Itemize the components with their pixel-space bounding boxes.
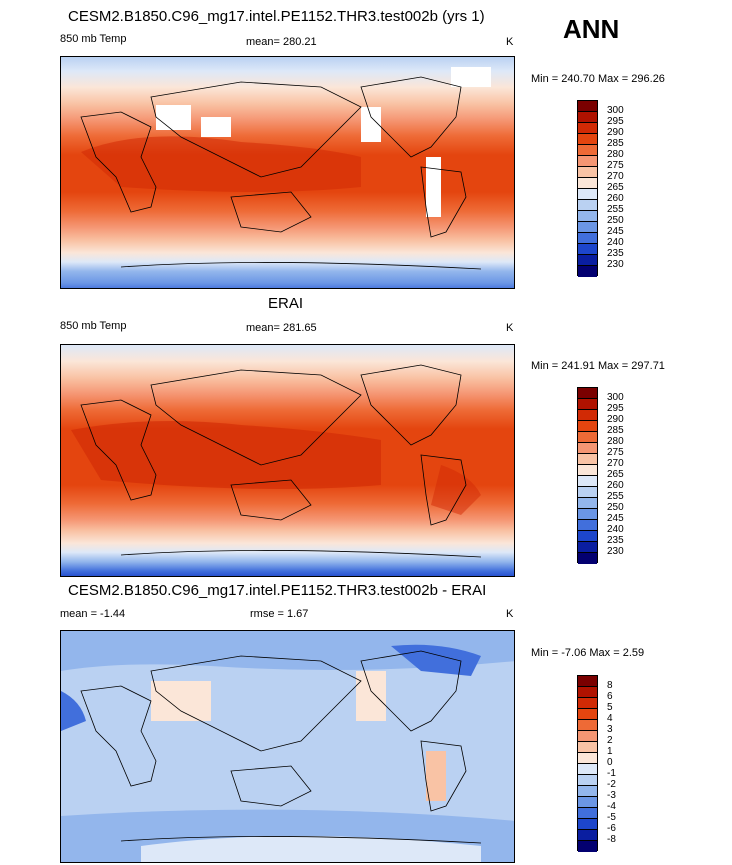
panel2-mean-label: mean= 281.65 [246, 322, 317, 334]
panel1-colorbar-tick: 245 [607, 226, 624, 237]
panel1-colorbar-tick: 290 [607, 127, 624, 138]
panel2-minmax: Min = 241.91 Max = 297.71 [531, 360, 665, 372]
panel2-colorbar-tick: 240 [607, 524, 624, 535]
panel1-title: CESM2.B1850.C96_mg17.intel.PE1152.THR3.t… [68, 8, 485, 25]
panel1-units: K [506, 36, 514, 48]
panel3-colorbar-tick: -1 [607, 768, 616, 779]
panel2-colorbar-tick: 285 [607, 425, 624, 436]
panel1-colorbar-tick: 295 [607, 116, 624, 127]
panel2-title: ERAI [268, 295, 304, 312]
panel2-colorbar-tick: 255 [607, 491, 624, 502]
panel2-colorbar-tick: 265 [607, 469, 624, 480]
panel3-colorbar-tick: -2 [607, 779, 616, 790]
panel2-colorbar-tick: 280 [607, 436, 624, 447]
panel1-variable-label: 850 mb Temp [60, 33, 127, 45]
panel3-minmax: Min = -7.06 Max = 2.59 [531, 647, 645, 659]
panel3-colorbar-tick: -4 [607, 801, 616, 812]
season-label: ANN [563, 14, 620, 44]
panel3-colorbar-tick: -5 [607, 812, 616, 823]
panel2-units: K [506, 322, 514, 334]
panel1-minmax: Min = 240.70 Max = 296.26 [531, 73, 665, 85]
panel1-mean-label: mean= 280.21 [246, 36, 317, 48]
panel1-map [60, 56, 515, 289]
panel2-colorbar-tick: 235 [607, 535, 624, 546]
panel1-colorbar-tick: 300 [607, 105, 624, 116]
panel3-colorbar-tick: 1 [607, 746, 613, 757]
panel3-units: K [506, 608, 514, 620]
panel3-colorbar [577, 675, 598, 852]
panel1-colorbar-tick: 240 [607, 237, 624, 248]
panel3-mean-label: mean = -1.44 [60, 608, 126, 620]
panel2-colorbar-tick: 290 [607, 414, 624, 425]
panel2-variable-label: 850 mb Temp [60, 320, 127, 332]
panel3-colorbar-tick: -8 [607, 834, 616, 845]
panel1-colorbar-tick: 255 [607, 204, 624, 215]
panel3-colorbar-tick: 4 [607, 713, 613, 724]
panel3-colorbar-tick: 8 [607, 680, 613, 691]
panel3-colorbar-tick: 3 [607, 724, 613, 735]
panel2-colorbar-tick: 275 [607, 447, 624, 458]
panel1-colorbar-tick: 280 [607, 149, 624, 160]
panel1-colorbar-tick: 275 [607, 160, 624, 171]
panel1-colorbar-tick: 260 [607, 193, 624, 204]
panel3-colorbar-tick: -3 [607, 790, 616, 801]
panel3-colorbar-tick: -6 [607, 823, 616, 834]
panel1-colorbar-tick: 230 [607, 259, 624, 270]
panel2-colorbar-tick: 270 [607, 458, 624, 469]
panel3-title: CESM2.B1850.C96_mg17.intel.PE1152.THR3.t… [68, 582, 487, 599]
panel1-colorbar-tick: 270 [607, 171, 624, 182]
panel3-colorbar-tick: 2 [607, 735, 613, 746]
panel2-colorbar-tick: 250 [607, 502, 624, 513]
panel2-colorbar-tick: 260 [607, 480, 624, 491]
panel3-rmse-label: rmse = 1.67 [250, 608, 309, 620]
panel2-colorbar-tick: 295 [607, 403, 624, 414]
panel3-colorbar-tick: 5 [607, 702, 613, 713]
panel3-colorbar-tick: 0 [607, 757, 613, 768]
panel2-colorbar-tick: 245 [607, 513, 624, 524]
panel1-colorbar [577, 100, 598, 277]
panel1-colorbar-tick: 265 [607, 182, 624, 193]
panel1-colorbar-tick: 250 [607, 215, 624, 226]
panel2-colorbar-tick: 300 [607, 392, 624, 403]
panel3-map [60, 630, 515, 863]
panel2-map [60, 344, 515, 577]
panel1-colorbar-tick: 285 [607, 138, 624, 149]
panel2-colorbar-tick: 230 [607, 546, 624, 557]
panel2-colorbar [577, 387, 598, 564]
panel3-colorbar-tick: 6 [607, 691, 613, 702]
panel1-colorbar-tick: 235 [607, 248, 624, 259]
